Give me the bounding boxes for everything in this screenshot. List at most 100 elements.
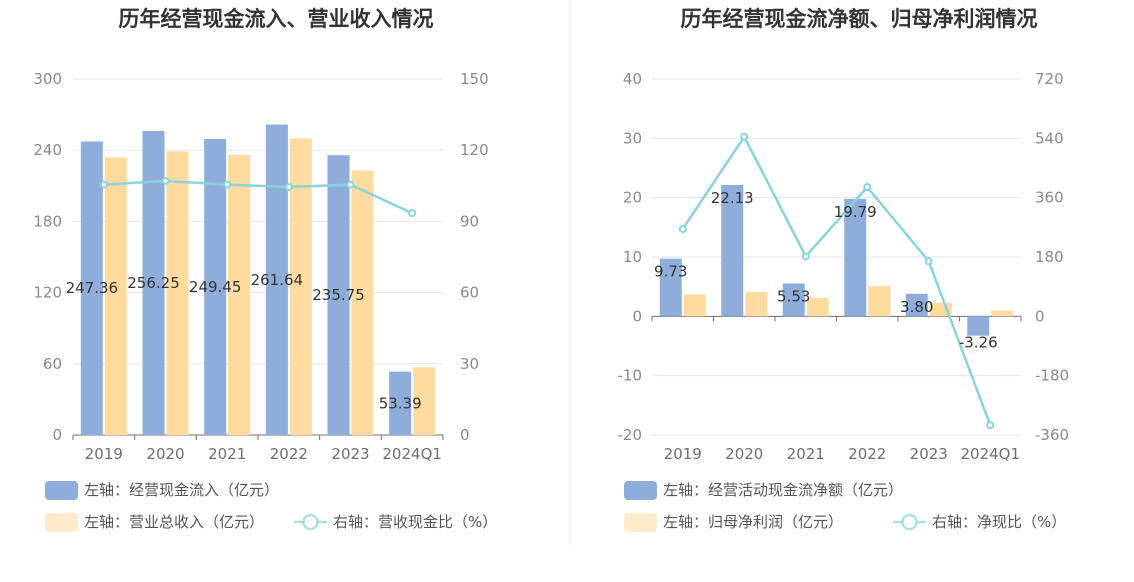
data-label: 9.73 — [654, 263, 687, 281]
bar-primary — [80, 141, 103, 436]
ratio-point — [986, 421, 995, 430]
left-axis-tick: -10 — [618, 367, 643, 385]
bar-primary — [659, 258, 682, 317]
left-axis-tick: 180 — [33, 212, 62, 230]
bar-primary — [721, 185, 744, 317]
ratio-point — [161, 177, 170, 186]
x-axis-tick-label: 2023 — [331, 445, 369, 463]
ratio-point — [740, 132, 749, 141]
legend-label: 右轴：营收现金比（%） — [333, 513, 497, 531]
ratio-point — [863, 183, 872, 192]
x-axis-tick-label: 2021 — [787, 445, 825, 463]
right-axis-tick: 0 — [1035, 307, 1045, 325]
data-label: 247.36 — [66, 279, 119, 297]
right-axis-tick: -180 — [1035, 367, 1069, 385]
bar-secondary — [806, 297, 829, 317]
ratio-point — [99, 180, 108, 189]
legend-label: 右轴：净现比（%） — [932, 513, 1066, 531]
ratio-point — [408, 209, 417, 218]
legend-swatch — [45, 481, 78, 500]
bar-primary — [905, 293, 928, 317]
right-axis-tick: 180 — [1035, 248, 1064, 266]
ratio-point — [678, 224, 687, 233]
bar-secondary — [868, 286, 891, 317]
left-axis-tick: 300 — [33, 70, 62, 88]
left-axis-tick: 10 — [623, 248, 642, 266]
x-axis-tick-label: 2022 — [270, 445, 308, 463]
x-axis-tick-label: 2024Q1 — [960, 445, 1020, 463]
bar-primary — [844, 198, 867, 317]
legend-label: 左轴：归母净利润（亿元） — [663, 513, 843, 531]
bar-secondary — [683, 294, 706, 317]
bar-primary — [265, 124, 288, 435]
ratio-point — [924, 257, 933, 266]
legend-circle-icon — [901, 513, 918, 531]
x-axis-tick-label: 2020 — [725, 445, 763, 463]
left-axis-tick: 20 — [623, 189, 642, 207]
bar-primary — [782, 283, 805, 317]
right-axis-tick: 120 — [460, 141, 489, 159]
x-axis-tick-label: 2022 — [848, 445, 886, 463]
chart-1: 历年经营现金流入、营业收入情况 0 60 120 180 240 300 0 30 60 90 120… — [33, 7, 497, 532]
right-axis-tick: 360 — [1035, 189, 1064, 207]
data-label: 261.64 — [251, 271, 304, 289]
legend-swatch — [624, 481, 657, 500]
data-label: 53.39 — [379, 394, 422, 412]
data-label: -3.26 — [959, 334, 998, 352]
right-axis-tick: 150 — [460, 70, 489, 88]
ratio-point — [223, 180, 232, 189]
right-axis-tick: 540 — [1035, 129, 1064, 147]
data-label: 5.53 — [777, 288, 810, 306]
bar-primary — [389, 371, 412, 435]
ratio-line — [103, 179, 413, 215]
data-label: 22.13 — [711, 189, 754, 207]
left-axis-tick: 0 — [52, 426, 62, 444]
bar-secondary — [166, 151, 189, 436]
x-axis-tick-label: 2019 — [85, 445, 123, 463]
chart-title: 历年经营现金流入、营业收入情况 — [119, 7, 434, 31]
legend-circle-icon — [302, 513, 319, 531]
left-axis-tick: 240 — [33, 141, 62, 159]
right-axis-tick: 720 — [1035, 70, 1064, 88]
data-label: 256.25 — [127, 274, 180, 292]
bar-secondary — [991, 310, 1014, 317]
ratio-point — [801, 252, 810, 261]
legend-label: 左轴：经营活动现金流净额（亿元） — [663, 481, 903, 499]
left-axis-tick: 0 — [632, 307, 642, 325]
data-label: 249.45 — [189, 278, 242, 296]
legend-label: 左轴：经营现金流入（亿元） — [84, 481, 279, 499]
left-axis-tick: 30 — [623, 129, 642, 147]
x-axis-tick-label: 2024Q1 — [382, 445, 442, 463]
bar-secondary — [228, 154, 251, 436]
x-axis-tick-label: 2019 — [664, 445, 702, 463]
x-axis-tick-label: 2020 — [146, 445, 184, 463]
left-axis-tick: -20 — [618, 426, 643, 444]
ratio-point — [284, 182, 293, 191]
left-axis-tick: 40 — [623, 70, 642, 88]
legend-label: 左轴：营业总收入（亿元） — [84, 513, 264, 531]
chart-2: 历年经营现金流净额、归母净利润情况 -20 -10 0 10 20 30 40 -360 -180… — [618, 7, 1069, 532]
ratio-line — [681, 134, 992, 426]
bar-primary — [204, 138, 227, 435]
right-axis-tick: 90 — [460, 212, 479, 230]
chart-title: 历年经营现金流净额、归母净利润情况 — [681, 7, 1038, 31]
right-axis-tick: 60 — [460, 284, 479, 302]
legend-swatch — [45, 513, 78, 532]
right-axis-tick: 30 — [460, 355, 479, 373]
ratio-point — [346, 180, 355, 189]
data-label: 3.80 — [900, 298, 933, 316]
data-label: 235.75 — [312, 286, 365, 304]
bar-secondary — [104, 157, 127, 435]
bar-primary — [142, 130, 165, 435]
right-axis-tick: -360 — [1035, 426, 1069, 444]
left-axis-tick: 120 — [33, 284, 62, 302]
right-axis-tick: 0 — [460, 426, 470, 444]
legend-swatch — [624, 513, 657, 532]
x-axis-tick-label: 2023 — [910, 445, 948, 463]
bar-secondary — [289, 138, 312, 436]
bar-secondary — [351, 170, 374, 435]
bar-secondary — [745, 292, 768, 317]
bar-secondary — [413, 367, 436, 435]
left-axis-tick: 60 — [43, 355, 62, 373]
